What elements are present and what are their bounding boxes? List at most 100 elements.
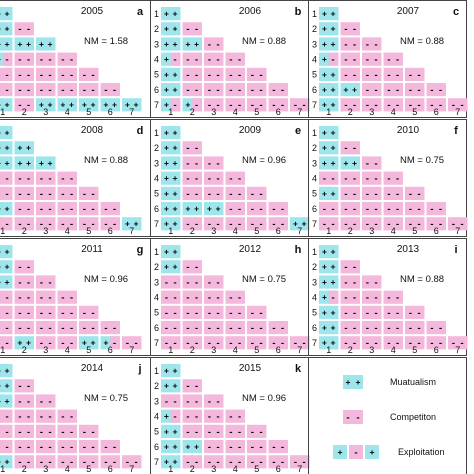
cell-sign: - <box>0 189 1 198</box>
cell-sign: - <box>39 443 44 452</box>
cell-sign: - <box>250 70 255 79</box>
row-tick-label: 5 <box>154 189 159 199</box>
col-tick-label: 4 <box>233 226 238 236</box>
cell-sign: + <box>0 278 1 287</box>
cell-sign: - <box>293 458 298 467</box>
panel-letter: h <box>295 244 302 256</box>
legend-sign: + <box>370 448 375 457</box>
cell-mutualism <box>122 98 142 112</box>
cell-sign: - <box>344 324 349 333</box>
cell-sign: - <box>280 101 285 110</box>
cell-competition <box>36 83 56 97</box>
cell-sign: - <box>125 458 130 467</box>
cell-competition <box>0 83 13 97</box>
cell-competition <box>14 260 34 274</box>
cell-competition <box>405 98 425 112</box>
cell-sign: + <box>293 220 298 229</box>
cell-sign: - <box>18 458 23 467</box>
col-tick-label: 7 <box>455 345 460 355</box>
cell-sign: + <box>82 101 87 110</box>
cell-competition <box>182 336 202 350</box>
cell-sign: - <box>237 55 242 64</box>
cell-competition <box>79 83 99 97</box>
col-tick-label: 4 <box>233 107 238 117</box>
cell-sign: + <box>216 205 221 214</box>
row-tick-label: 3 <box>154 158 159 168</box>
col-tick-label: 3 <box>369 345 374 355</box>
cell-sign: + <box>0 129 1 138</box>
cell-competition <box>36 409 56 423</box>
cell-sign: + <box>322 278 327 287</box>
col-tick-label: 5 <box>86 345 91 355</box>
cell-competition <box>79 321 99 335</box>
cell-competition <box>204 321 224 335</box>
cell-sign: - <box>173 397 178 406</box>
cell-sign: - <box>26 278 31 287</box>
cell-sign: - <box>387 101 392 110</box>
cell-mutualism <box>204 202 224 216</box>
cell-competition <box>204 275 224 289</box>
cell-competition <box>36 440 56 454</box>
cell-competition <box>36 321 56 335</box>
cell-sign: - <box>194 144 199 153</box>
cell-competition <box>14 455 34 469</box>
col-tick-label: 6 <box>108 226 113 236</box>
cell-sign: - <box>352 293 357 302</box>
cell-sign: - <box>344 263 349 272</box>
panel-letter: k <box>295 363 302 375</box>
cell-sign: + <box>194 40 199 49</box>
cell-sign: - <box>61 189 66 198</box>
cell-sign: - <box>104 443 109 452</box>
col-tick-label: 5 <box>254 107 259 117</box>
cell-sign: - <box>374 220 379 229</box>
cell-sign: - <box>365 174 370 183</box>
cell-sign: - <box>26 70 31 79</box>
legend-frame <box>308 357 467 474</box>
cell-sign: - <box>0 324 1 333</box>
cell-sign: - <box>395 70 400 79</box>
cell-competition <box>204 394 224 408</box>
cell-sign: - <box>207 443 212 452</box>
cell-competition <box>36 394 56 408</box>
cell-sign: - <box>61 412 66 421</box>
cell-competition <box>247 217 267 231</box>
cell-sign: + <box>352 86 357 95</box>
cell-sign: + <box>164 220 169 229</box>
cell-sign: - <box>207 220 212 229</box>
cell-sign: + <box>344 86 349 95</box>
cell-sign: - <box>39 55 44 64</box>
cell-sign: + <box>331 70 336 79</box>
cell-sign: + <box>322 308 327 317</box>
cell-competition <box>204 171 224 185</box>
cell-competition <box>362 305 382 319</box>
cell-sign: - <box>216 86 221 95</box>
cell-sign: - <box>0 220 1 229</box>
cell-competition <box>268 336 288 350</box>
cell-sign: - <box>18 308 23 317</box>
cell-sign: - <box>387 86 392 95</box>
cell-competition <box>36 305 56 319</box>
cell-competition <box>0 171 13 185</box>
row-tick-label: 2 <box>154 381 159 391</box>
panel-letter: g <box>137 244 144 256</box>
cell-competition <box>100 83 120 97</box>
cell-sign: - <box>229 220 234 229</box>
cell-sign: - <box>5 174 10 183</box>
cell-sign: - <box>5 55 10 64</box>
cell-sign: + <box>164 189 169 198</box>
col-tick-label: 1 <box>168 345 173 355</box>
panel-year: 2015 <box>239 363 262 374</box>
cell-sign: - <box>344 70 349 79</box>
cell-sign: - <box>387 189 392 198</box>
cell-sign: - <box>352 174 357 183</box>
cell-sign: - <box>0 443 1 452</box>
cell-sign: - <box>5 339 10 348</box>
cell-sign: - <box>451 101 456 110</box>
col-tick-label: 2 <box>190 345 195 355</box>
cell-competition <box>268 440 288 454</box>
cell-sign: - <box>186 144 191 153</box>
cell-competition <box>204 409 224 423</box>
